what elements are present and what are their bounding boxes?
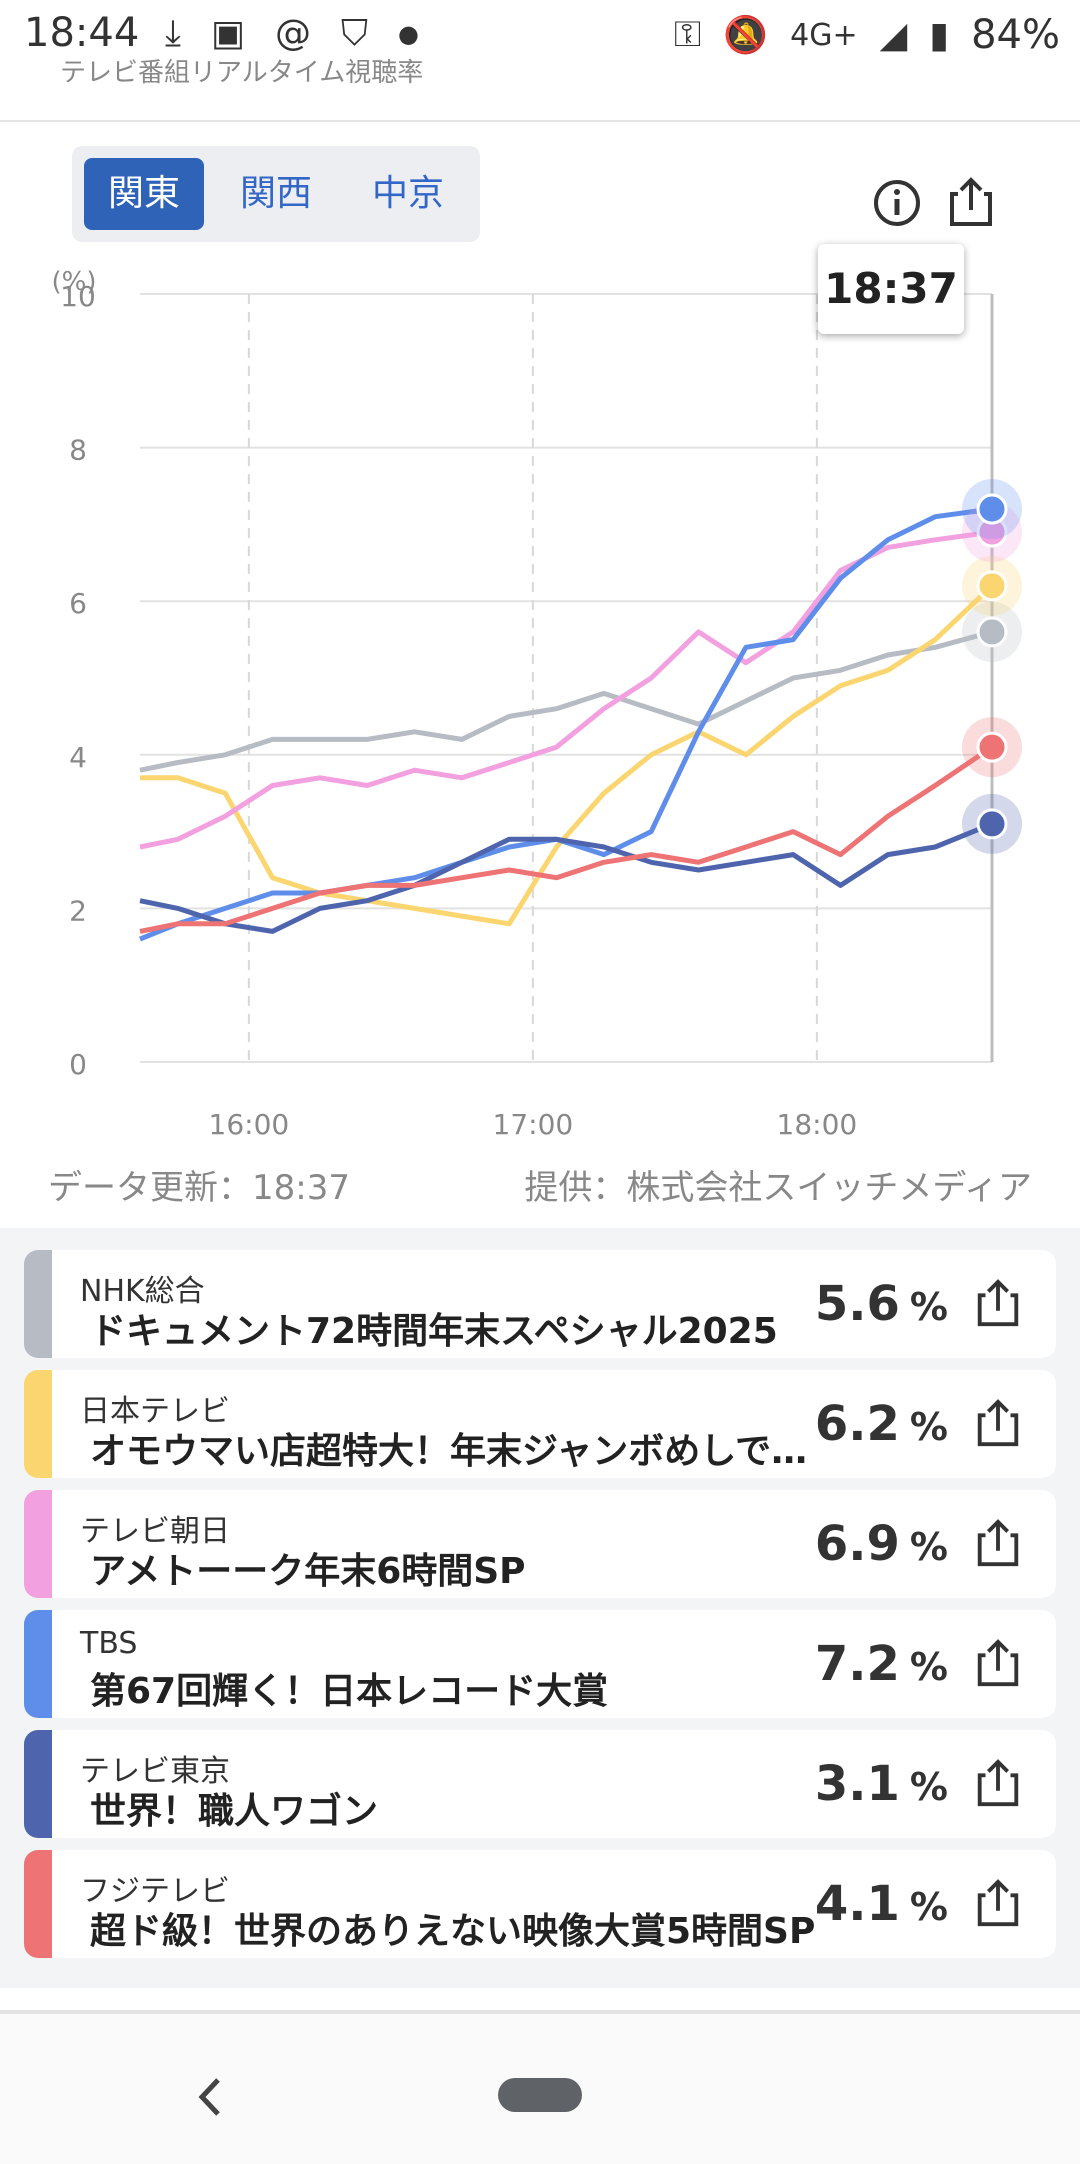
series-end-marker (976, 493, 1008, 525)
x-tick-label: 17:00 (493, 1108, 574, 1141)
rating-value: 4.1% (814, 1876, 948, 1932)
share-icon[interactable] (972, 1758, 1024, 1810)
program-title: アメトーーク年末6時間SP (90, 1551, 526, 1592)
channel-card-nhk[interactable]: NHK総合 ドキュメント72時間年末スペシャル2025 5.6% (24, 1250, 1056, 1358)
channel-name: テレビ朝日 (80, 1514, 230, 1549)
program-title: ドキュメント72時間年末スペシャル2025 (90, 1311, 778, 1352)
shield-icon: ⛉ (340, 13, 368, 54)
region-tabs: 関東 関西 中京 (72, 146, 480, 242)
network-type: 4G+ (790, 17, 858, 53)
status-icons-left: ⤓ ▣ @ ⛉ ● (165, 12, 419, 56)
share-icon[interactable] (972, 1278, 1024, 1330)
tab-kansai[interactable]: 関西 (239, 173, 312, 214)
chevron-left-icon[interactable] (190, 2072, 230, 2122)
series-line (139, 629, 993, 773)
y-tick-label: 6 (69, 587, 87, 620)
program-title: 第67回輝く！日本レコード大賞 (90, 1671, 609, 1712)
download-done-icon: ⤓ (165, 13, 181, 54)
channel-card-tv-asahi[interactable]: テレビ朝日 アメトーーク年末6時間SP 6.9% (24, 1490, 1056, 1598)
channel-name: テレビ東京 (80, 1754, 230, 1789)
y-tick-label: 2 (69, 894, 87, 927)
share-icon[interactable] (944, 176, 998, 230)
series-end-marker (976, 808, 1008, 840)
channel-list: NHK総合 ドキュメント72時間年末スペシャル2025 5.6% 日本テレビ オ… (0, 1228, 1080, 1988)
y-tick-label: 10 (60, 280, 96, 313)
status-icons-right: ⚿ 🔕 4G+ ◢ ▮ 84% (674, 12, 1060, 58)
info-icon[interactable] (872, 178, 922, 228)
channel-color-stripe (24, 1250, 52, 1358)
channel-card-ntv[interactable]: 日本テレビ オモウマい店超特大！年末ジャンボめしで… 6.2% (24, 1370, 1056, 1478)
y-tick-label: 0 (69, 1048, 87, 1081)
series-end-marker (976, 570, 1008, 602)
channel-color-stripe (24, 1490, 52, 1598)
tab-chukyo[interactable]: 中京 (371, 173, 444, 214)
share-icon[interactable] (972, 1398, 1024, 1450)
channel-name: フジテレビ (80, 1874, 230, 1909)
channel-color-stripe (24, 1730, 52, 1838)
series-line (139, 529, 993, 850)
series-end-marker (976, 731, 1008, 763)
vpn-key-icon: ⚿ (673, 14, 702, 55)
share-icon[interactable] (972, 1638, 1024, 1690)
y-tick-label: 8 (69, 434, 87, 467)
y-tick-label: 4 (69, 741, 87, 774)
share-icon[interactable] (972, 1878, 1024, 1930)
channel-name: 日本テレビ (80, 1394, 230, 1429)
signal-icon: ◢ (879, 14, 908, 56)
y-unit-label: (%) (52, 267, 97, 297)
rating-value: 5.6% (814, 1276, 948, 1332)
header-divider (0, 120, 1080, 122)
dot-icon: ● (397, 20, 419, 48)
x-tick-label: 16:00 (209, 1108, 290, 1141)
rating-value: 3.1% (814, 1756, 948, 1812)
threads-icon: @ (274, 13, 311, 54)
program-title: オモウマい店超特大！年末ジャンボめしで… (90, 1431, 808, 1472)
time-tooltip: 18:37 (818, 244, 964, 334)
x-tick-label: 18:00 (777, 1108, 858, 1141)
image-icon: ▣ (210, 13, 245, 54)
program-title: 超ド級！世界のありえない映像大賞5時間SP (90, 1911, 816, 1952)
channel-color-stripe (24, 1610, 52, 1718)
tab-kanto[interactable]: 関東 (84, 158, 204, 230)
bell-off-icon: 🔕 (723, 15, 769, 56)
share-icon[interactable] (972, 1518, 1024, 1570)
channel-color-stripe (24, 1370, 52, 1478)
page-title: テレビ番組リアルタイム視聴率 (60, 58, 424, 84)
status-time: 18:44 (24, 10, 140, 56)
provider-label: 提供：株式会社スイッチメディア (524, 1168, 1032, 1208)
series-line (140, 583, 994, 927)
rating-value: 7.2% (814, 1636, 948, 1692)
rating-value: 6.2% (814, 1396, 948, 1452)
series-end-marker (976, 616, 1008, 648)
series-line (139, 821, 993, 934)
channel-name: NHK総合 (80, 1274, 205, 1309)
system-nav-bar (0, 2010, 1080, 2164)
data-updated-label: データ更新：18:37 (48, 1168, 350, 1208)
home-pill-icon[interactable] (498, 2078, 582, 2112)
status-bar: 18:44 ⤓ ▣ @ ⛉ ● ⚿ 🔕 4G+ ◢ ▮ 84% (0, 0, 1080, 72)
program-title: 世界！職人ワゴン (90, 1791, 379, 1832)
channel-card-tv-tokyo[interactable]: テレビ東京 世界！職人ワゴン 3.1% (24, 1730, 1056, 1838)
channel-card-tbs[interactable]: TBS 第67回輝く！日本レコード大賞 7.2% (24, 1610, 1056, 1718)
battery-icon: ▮ (929, 14, 950, 56)
rating-value: 6.9% (814, 1516, 948, 1572)
channel-card-fuji[interactable]: フジテレビ 超ド級！世界のありえない映像大賞5時間SP 4.1% (24, 1850, 1056, 1958)
rating-chart[interactable]: 0 2 4 6 8 10(%) 16:00 17:00 18:00 (0, 250, 1080, 1150)
battery-percent: 84% (971, 12, 1060, 58)
channel-name: TBS (80, 1626, 138, 1661)
series-line (139, 745, 994, 934)
channel-color-stripe (24, 1850, 52, 1958)
